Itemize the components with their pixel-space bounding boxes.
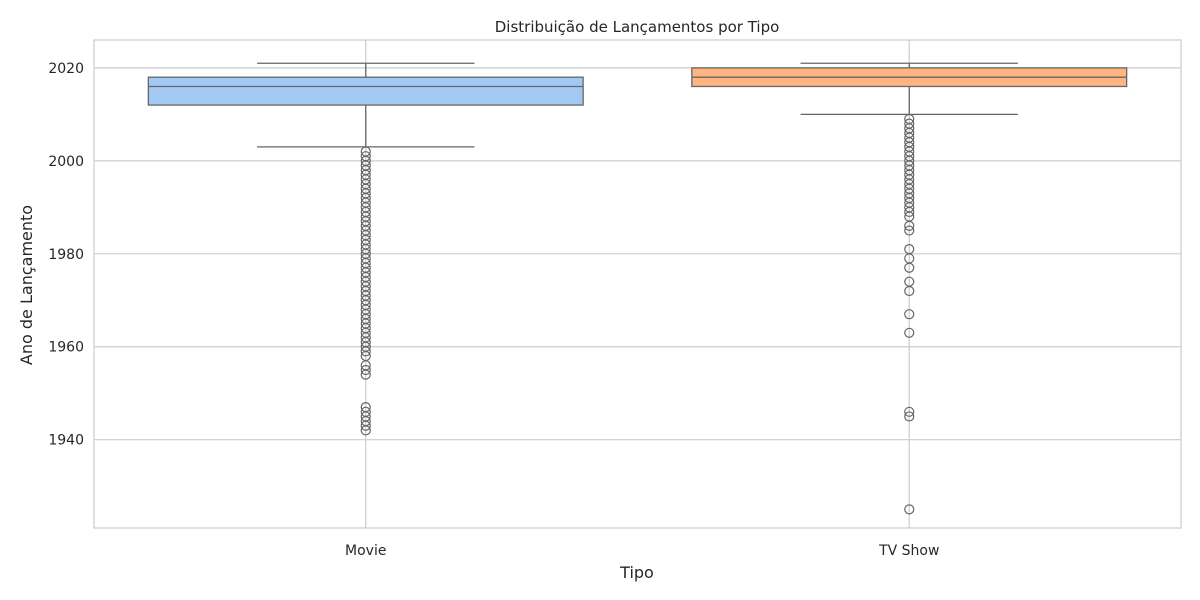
plot-frame xyxy=(93,39,1182,529)
y-axis-label: Ano de Lançamento xyxy=(17,205,36,365)
outlier-point xyxy=(904,206,915,218)
box-layer xyxy=(147,62,1128,515)
outlier-point xyxy=(360,425,371,436)
outlier-point xyxy=(904,285,915,297)
x-tick-label: Movie xyxy=(345,543,386,559)
box-group xyxy=(691,62,1128,515)
outlier-point xyxy=(904,309,915,320)
y-tick-label: 1980 xyxy=(48,247,84,263)
y-axis-ticks: 1940 1960 1980 2000 2020 xyxy=(48,61,84,449)
outlier-point xyxy=(904,262,915,273)
x-tick-label: TV Show xyxy=(878,543,939,559)
x-axis-label: Tipo xyxy=(619,563,654,582)
outlier-point xyxy=(904,220,915,232)
y-tick-label: 1940 xyxy=(48,433,84,449)
x-axis-ticks: Movie TV Show xyxy=(345,543,939,559)
iqr-box xyxy=(147,76,584,106)
y-tick-label: 1960 xyxy=(48,340,84,356)
y-tick-label: 2020 xyxy=(48,61,84,77)
outlier-point xyxy=(904,504,915,515)
outlier-point xyxy=(904,411,915,422)
outlier-point xyxy=(904,225,915,236)
y-tick-label: 2000 xyxy=(48,154,84,170)
outlier-point xyxy=(360,346,371,357)
outlier-point xyxy=(360,420,371,431)
outlier-point xyxy=(904,406,915,417)
box-group xyxy=(147,62,584,436)
outlier-point xyxy=(360,369,371,380)
outlier-point xyxy=(904,327,915,338)
grid-layer xyxy=(94,40,1181,528)
outlier-point xyxy=(360,364,371,376)
chart-title: Distribuição de Lançamentos por Tipo xyxy=(495,18,780,36)
